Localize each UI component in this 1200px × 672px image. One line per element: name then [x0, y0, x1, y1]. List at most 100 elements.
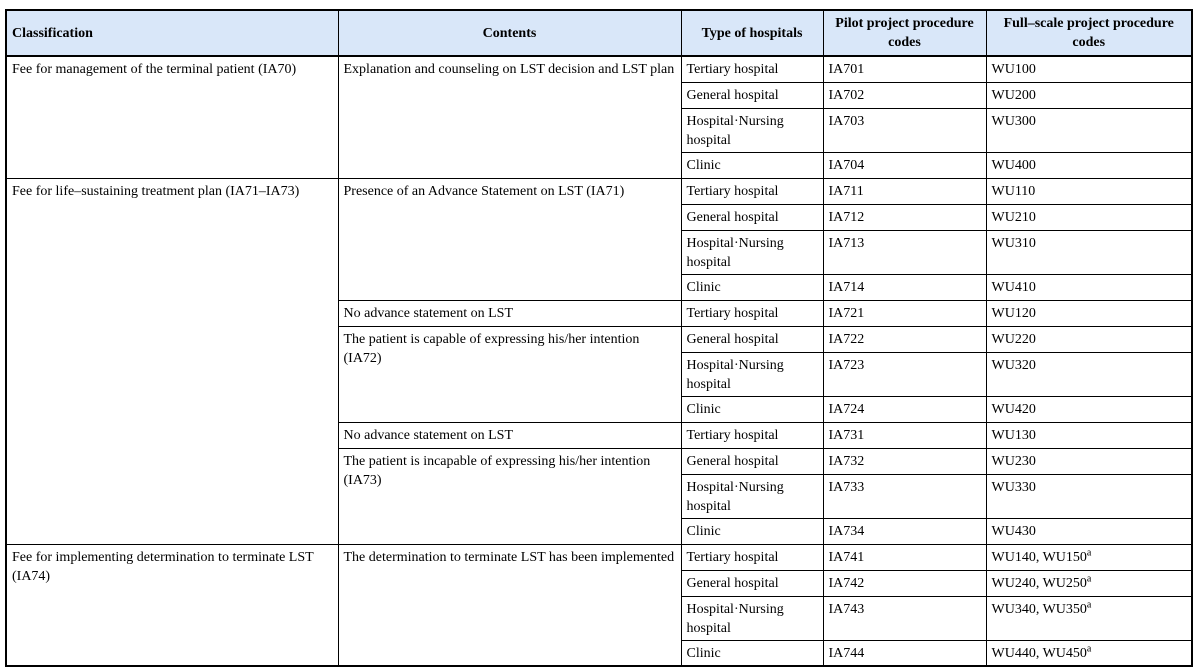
- pilot-code-cell: IA731: [822, 421, 987, 449]
- full-scale-code-cell: WU310: [985, 229, 1193, 275]
- hospital-type-cell: Hospital·Nursing hospital: [680, 107, 824, 153]
- col-header-classification: Classification: [5, 9, 339, 57]
- footnote-marker: a: [1086, 572, 1092, 584]
- hospital-type-cell: General hospital: [680, 203, 824, 231]
- table-row: General hospital IA742 WU240, WU250a: [6, 569, 1193, 597]
- pilot-code-cell: IA741: [822, 543, 987, 571]
- hospital-type-cell: Clinic: [680, 517, 824, 545]
- table-row: No advance statement on LST Tertiary hos…: [6, 299, 1193, 327]
- full-scale-code: WU340, WU350: [991, 601, 1087, 617]
- full-scale-code-cell: WU400: [985, 151, 1193, 179]
- hospital-type-cell: Hospital·Nursing hospital: [680, 473, 824, 519]
- table-row: Hospital·Nursing hospital IA743 WU340, W…: [6, 595, 1193, 641]
- hospital-type-cell: Tertiary hospital: [680, 177, 824, 205]
- col-header-full-scale-codes: Full–scale project procedure codes: [985, 9, 1193, 57]
- full-scale-code-cell: WU130: [985, 421, 1193, 449]
- full-scale-code-cell: WU200: [985, 81, 1193, 109]
- pilot-code-cell: IA702: [822, 81, 987, 109]
- contents-cell: Explanation and counseling on LST decisi…: [337, 55, 682, 179]
- pilot-code-cell: IA743: [822, 595, 987, 641]
- hospital-type-cell: Clinic: [680, 395, 824, 423]
- full-scale-code-cell: WU210: [985, 203, 1193, 231]
- pilot-code-cell: IA704: [822, 151, 987, 179]
- pilot-code-cell: IA723: [822, 351, 987, 397]
- footnote-marker: a: [1086, 546, 1092, 558]
- hospital-type-cell: Tertiary hospital: [680, 299, 824, 327]
- col-header-hospital-type: Type of hospitals: [680, 9, 824, 57]
- classification-cell: Fee for implementing determination to te…: [5, 543, 339, 667]
- hospital-type-cell: Clinic: [680, 273, 824, 301]
- hospital-type-cell: Tertiary hospital: [680, 421, 824, 449]
- pilot-code-cell: IA721: [822, 299, 987, 327]
- procedure-codes-table: Classification Contents Type of hospital…: [5, 9, 1193, 667]
- full-scale-code-cell: WU230: [985, 447, 1193, 475]
- pilot-code-cell: IA724: [822, 395, 987, 423]
- hospital-type-cell: Clinic: [680, 151, 824, 179]
- hospital-type-cell: General hospital: [680, 447, 824, 475]
- footnote-marker: a: [1086, 598, 1092, 610]
- pilot-code-cell: IA703: [822, 107, 987, 153]
- full-scale-code: WU440, WU450: [991, 645, 1087, 661]
- full-scale-code-cell: WU100: [985, 55, 1193, 83]
- full-scale-code-cell: WU320: [985, 351, 1193, 397]
- pilot-code-cell: IA713: [822, 229, 987, 275]
- hospital-type-cell: Clinic: [680, 639, 824, 667]
- pilot-code-cell: IA742: [822, 569, 987, 597]
- pilot-code-cell: IA734: [822, 517, 987, 545]
- table-row: Fee for management of the terminal patie…: [5, 55, 1193, 179]
- pilot-code-cell: IA714: [822, 273, 987, 301]
- hospital-type-cell: Hospital·Nursing hospital: [680, 351, 824, 397]
- full-scale-code: WU240, WU250: [991, 575, 1087, 591]
- table-row: Clinic IA744 WU440, WU450a: [6, 639, 1193, 667]
- pilot-code-cell: IA711: [822, 177, 987, 205]
- pilot-code-cell: IA712: [822, 203, 987, 231]
- full-scale-code-cell: WU420: [985, 395, 1193, 423]
- full-scale-code-cell: WU120: [985, 299, 1193, 327]
- table-row: The patient is capable of expressing his…: [6, 325, 1193, 423]
- full-scale-code-cell: WU140, WU150a: [985, 543, 1193, 571]
- contents-cell: No advance statement on LST: [337, 299, 682, 327]
- hospital-type-cell: General hospital: [680, 81, 824, 109]
- col-header-contents: Contents: [337, 9, 682, 57]
- full-scale-code-cell: WU110: [985, 177, 1193, 205]
- full-scale-code-cell: WU440, WU450a: [985, 639, 1193, 667]
- classification-cell: Fee for management of the terminal patie…: [5, 55, 339, 179]
- pilot-code-cell: IA732: [822, 447, 987, 475]
- contents-cell: No advance statement on LST: [337, 421, 682, 449]
- full-scale-code-cell: WU300: [985, 107, 1193, 153]
- footnote-marker: a: [1086, 642, 1092, 654]
- full-scale-code-cell: WU340, WU350a: [985, 595, 1193, 641]
- table-row: General hospital IA702 WU200: [6, 81, 1193, 109]
- full-scale-code-cell: WU410: [985, 273, 1193, 301]
- full-scale-code-cell: WU330: [985, 473, 1193, 519]
- pilot-code-cell: IA722: [822, 325, 987, 353]
- hospital-type-cell: Hospital·Nursing hospital: [680, 229, 824, 275]
- full-scale-code: WU140, WU150: [991, 549, 1087, 565]
- hospital-type-cell: Tertiary hospital: [680, 55, 824, 83]
- table-row: Fee for life–sustaining treatment plan (…: [5, 177, 1193, 545]
- hospital-type-cell: General hospital: [680, 569, 824, 597]
- table-row: General hospital IA712 WU210: [6, 203, 1193, 231]
- pilot-code-cell: IA701: [822, 55, 987, 83]
- pilot-code-cell: IA744: [822, 639, 987, 667]
- full-scale-code-cell: WU430: [985, 517, 1193, 545]
- classification-cell: Fee for life–sustaining treatment plan (…: [5, 177, 339, 545]
- col-header-pilot-codes: Pilot project procedure codes: [822, 9, 987, 57]
- header-row: Classification Contents Type of hospital…: [5, 9, 1193, 57]
- contents-cell: The patient is capable of expressing his…: [337, 325, 682, 423]
- contents-cell: The determination to terminate LST has b…: [337, 543, 682, 667]
- table-row: Hospital·Nursing hospital IA733 WU330: [6, 473, 1193, 519]
- table-row: Hospital·Nursing hospital IA703 WU300: [6, 107, 1193, 153]
- hospital-type-cell: General hospital: [680, 325, 824, 353]
- hospital-type-cell: Hospital·Nursing hospital: [680, 595, 824, 641]
- table-row: Clinic IA714 WU410: [6, 273, 1193, 301]
- contents-cell: Presence of an Advance Statement on LST …: [337, 177, 682, 301]
- contents-cell: The patient is incapable of expressing h…: [337, 447, 682, 545]
- table-row: The patient is incapable of expressing h…: [6, 447, 1193, 545]
- full-scale-code-cell: WU220: [985, 325, 1193, 353]
- pilot-code-cell: IA733: [822, 473, 987, 519]
- hospital-type-cell: Tertiary hospital: [680, 543, 824, 571]
- table-row: Fee for implementing determination to te…: [5, 543, 1193, 667]
- full-scale-code-cell: WU240, WU250a: [985, 569, 1193, 597]
